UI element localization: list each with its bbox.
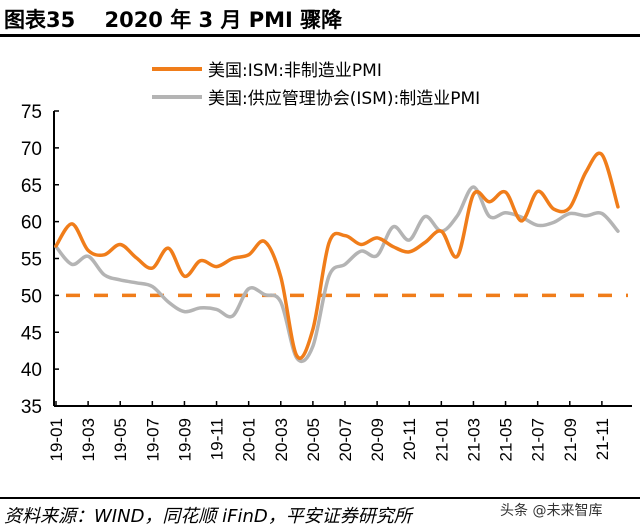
x-tick-label: 20-03 — [272, 418, 291, 461]
y-tick-label: 75 — [21, 102, 42, 123]
x-tick-label: 19-01 — [47, 418, 66, 461]
x-tick-label: 20-07 — [336, 418, 355, 461]
x-tick-label: 19-03 — [79, 418, 98, 461]
x-tick-label: 19-05 — [111, 418, 130, 461]
x-tick-label: 21-07 — [529, 418, 548, 461]
y-tick-label: 65 — [21, 176, 42, 197]
x-tick-label: 21-09 — [561, 418, 580, 461]
footer-divider — [0, 497, 640, 499]
legend-label-manufacturing: 美国:供应管理协会(ISM):制造业PMI — [208, 89, 480, 109]
x-tick-label: 21-01 — [432, 418, 451, 461]
x-tick-label: 21-05 — [497, 418, 516, 461]
series-line-non-manufacturing — [56, 153, 618, 358]
x-tick-label: 19-11 — [208, 418, 227, 460]
x-tick-label: 20-09 — [368, 418, 387, 461]
legend: 美国:ISM:非制造业PMI 美国:供应管理协会(ISM):制造业PMI — [152, 61, 480, 109]
series-lines — [56, 153, 618, 361]
y-tick-label: 55 — [21, 250, 42, 271]
x-tick-label: 21-11 — [593, 418, 612, 460]
y-tick-label: 60 — [21, 213, 42, 234]
x-tick-label: 20-05 — [304, 418, 323, 461]
series-line-manufacturing — [56, 187, 618, 361]
x-tick-label: 19-07 — [143, 418, 162, 461]
y-tick-label: 70 — [21, 139, 42, 160]
y-tick-label: 50 — [21, 286, 42, 307]
x-tick-label: 21-03 — [464, 418, 483, 461]
x-tick-label: 19-09 — [175, 418, 194, 461]
y-tick-label: 40 — [21, 360, 42, 381]
y-tick-label: 45 — [21, 323, 42, 344]
y-tick-label: 35 — [21, 397, 42, 418]
x-tick-label: 20-01 — [240, 418, 259, 461]
watermark: 头条 @未来智库 — [500, 500, 602, 520]
legend-label-non-manufacturing: 美国:ISM:非制造业PMI — [208, 61, 382, 81]
source-note: 资料来源：WIND，同花顺 iFinD，平安证券研究所 — [4, 502, 412, 528]
x-tick-label: 20-11 — [400, 418, 419, 460]
